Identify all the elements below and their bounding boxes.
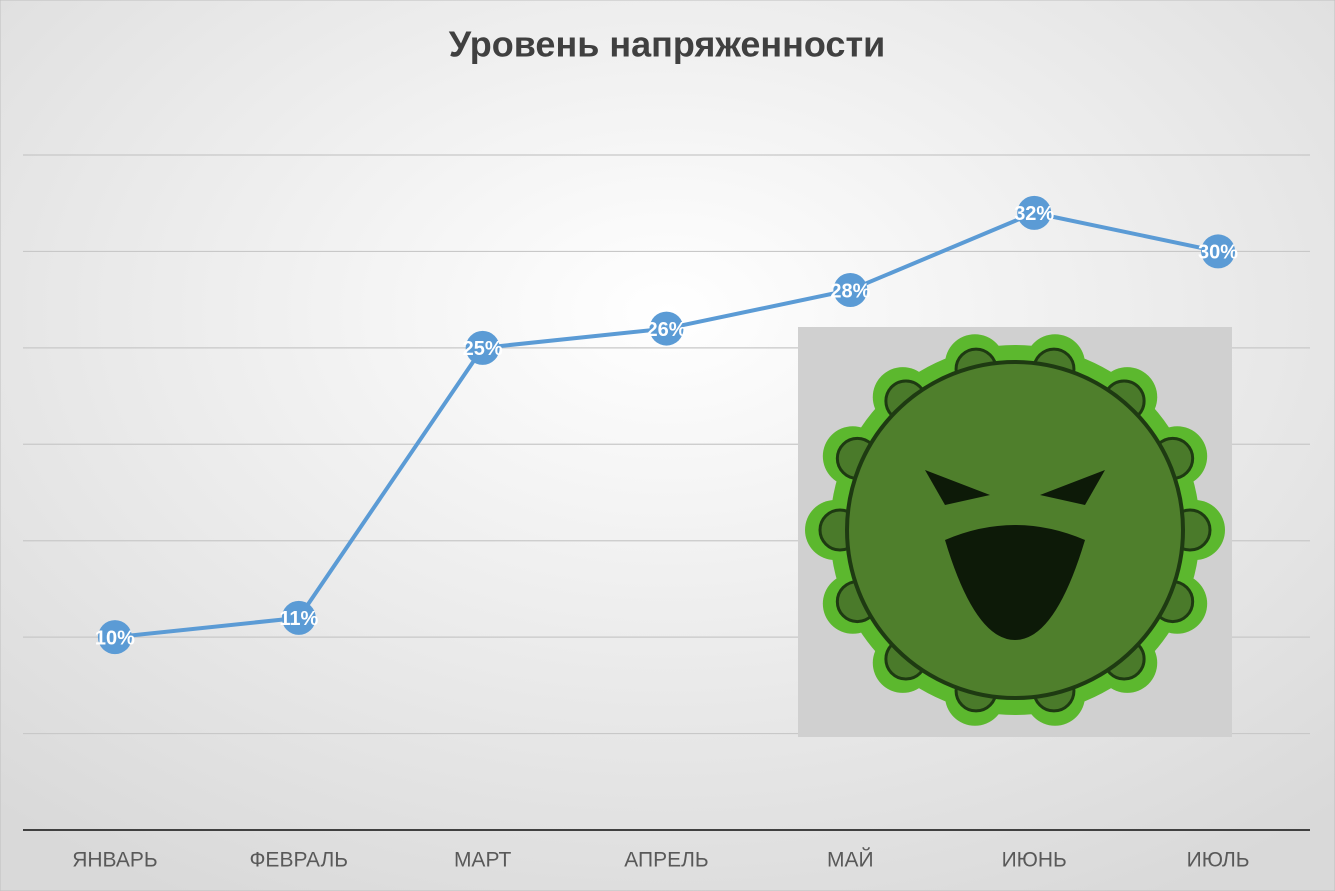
data-point xyxy=(97,620,132,655)
virus-eye xyxy=(1040,470,1105,505)
data-label: 32% xyxy=(1014,203,1054,225)
data-point xyxy=(281,600,316,635)
virus-image xyxy=(798,327,1232,737)
data-point xyxy=(649,311,684,346)
data-label: 26% xyxy=(646,319,686,341)
x-tick-label: АПРЕЛЬ xyxy=(624,849,708,872)
data-label: 30% xyxy=(1198,242,1238,264)
x-tick-label: ИЮЛЬ xyxy=(1187,849,1250,872)
virus-eye xyxy=(925,470,990,505)
x-tick-label: МАРТ xyxy=(454,849,512,872)
virus-mouth xyxy=(945,525,1085,640)
chart-title: Уровень напряженности xyxy=(449,24,885,65)
x-tick-label: ЯНВАРЬ xyxy=(72,849,157,872)
data-label: 28% xyxy=(830,280,870,302)
data-label: 10% xyxy=(95,627,135,649)
x-tick-label: ИЮНЬ xyxy=(1002,849,1067,872)
data-point xyxy=(833,273,868,307)
data-point xyxy=(1017,195,1052,230)
data-label: 11% xyxy=(279,608,318,630)
x-tick-label: МАЙ xyxy=(827,848,874,872)
data-point xyxy=(1201,234,1236,269)
x-tick-label: ФЕВРАЛЬ xyxy=(249,849,348,872)
grid xyxy=(23,154,1310,831)
plot: ЯНВАРЬ ФЕВРАЛЬ МАРТ АПРЕЛЬ МАЙ ИЮНЬ ИЮЛЬ 10% 11%… xyxy=(72,195,1250,872)
data-point xyxy=(465,330,500,365)
data-label: 25% xyxy=(463,338,503,360)
